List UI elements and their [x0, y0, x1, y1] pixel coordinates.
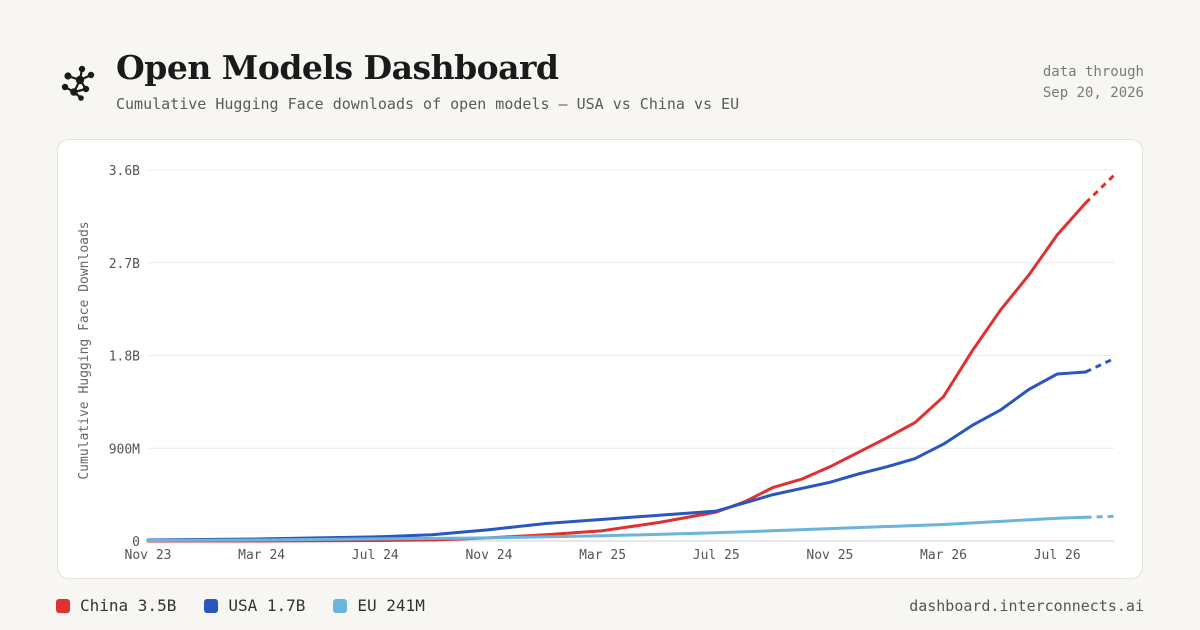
y-tick-label: 0	[132, 535, 140, 550]
series-projection-china	[1084, 174, 1116, 205]
x-tick-label: Nov 24	[465, 548, 512, 563]
x-tick-label: Mar 25	[579, 548, 626, 563]
legend-swatch-eu	[333, 598, 348, 613]
series-projection-eu	[1085, 514, 1115, 519]
x-tick-label: Jul 25	[693, 548, 740, 563]
legend-item-eu[interactable]: EU 241M	[333, 596, 425, 615]
legend-label-eu: EU 241M	[357, 596, 425, 615]
series-line-usa	[146, 370, 1088, 542]
legend: China 3.5B USA 1.7B EU 241M	[56, 596, 425, 615]
series-line-eu	[146, 515, 1088, 542]
series-projection-usa	[1084, 357, 1115, 374]
line-chart: 0 900M 1.8B 2.7B 3.6B Nov 23 Mar 24 Jul 24 Nov 2…	[77, 164, 1116, 563]
node-cluster-icon	[61, 65, 95, 101]
legend-swatch-usa	[204, 598, 219, 613]
asof-label: data through	[1042, 64, 1144, 80]
asof-date: Sep 20, 2026	[1042, 85, 1144, 101]
y-tick-label: 3.6B	[109, 164, 140, 179]
footer-url[interactable]: dashboard.interconnects.ai	[909, 597, 1144, 615]
legend-item-china[interactable]: China 3.5B	[56, 596, 176, 615]
y-tick-label: 900M	[109, 442, 140, 457]
x-tick-label: Nov 23	[125, 548, 172, 563]
y-axis-label: Cumulative Hugging Face Downloads	[77, 221, 92, 479]
legend-item-usa[interactable]: USA 1.7B	[204, 596, 305, 615]
x-tick-label: Mar 24	[238, 548, 285, 563]
data-as-of: data through Sep 20, 2026	[1043, 62, 1144, 104]
y-tick-label: 1.8B	[109, 350, 140, 365]
chart-card: 0 900M 1.8B 2.7B 3.6B Nov 23 Mar 24 Jul 24 Nov 2…	[57, 139, 1143, 579]
x-tick-label: Mar 26	[920, 548, 967, 563]
y-tick-label: 2.7B	[109, 257, 140, 272]
legend-label-usa: USA 1.7B	[228, 596, 306, 615]
page-title: Open Models Dashboard	[116, 48, 559, 87]
x-tick-label: Jul 26	[1034, 548, 1081, 563]
series-line-china	[146, 201, 1088, 543]
page-subtitle: Cumulative Hugging Face downloads of ope…	[116, 95, 740, 113]
x-tick-label: Nov 25	[806, 548, 853, 563]
x-tick-label: Jul 24	[352, 548, 399, 563]
legend-swatch-china	[56, 598, 70, 613]
legend-label-china: China 3.5B	[80, 596, 177, 615]
